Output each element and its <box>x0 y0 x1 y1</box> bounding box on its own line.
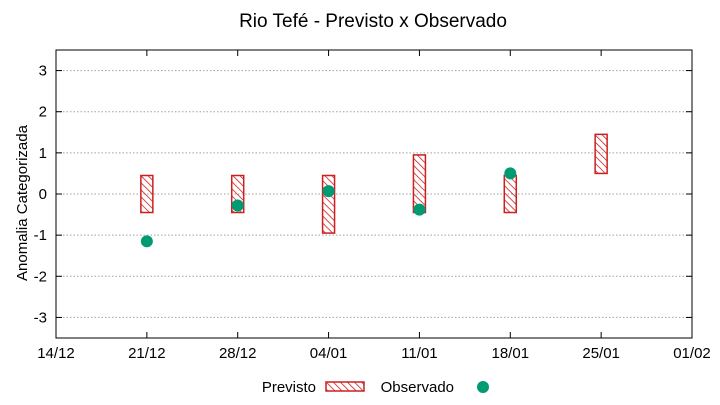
legend-label-previsto: Previsto <box>262 379 316 396</box>
previsto-bar <box>140 174 154 214</box>
x-tick-label: 04/01 <box>310 345 348 362</box>
legend-swatch-previsto <box>325 381 365 392</box>
y-tick-label: 1 <box>39 145 47 162</box>
y-tick-label: 3 <box>39 63 47 80</box>
y-tick-label: -1 <box>34 227 47 244</box>
x-tick-label: 18/01 <box>492 345 530 362</box>
x-tick-label: 25/01 <box>582 345 620 362</box>
x-tick-label: 28/12 <box>219 345 257 362</box>
observado-point <box>140 235 153 248</box>
x-tick-label: 14/12 <box>37 345 75 362</box>
observado-points <box>140 167 517 248</box>
x-tick-label: 21/12 <box>128 345 166 362</box>
observado-point <box>231 199 244 212</box>
previsto-bars <box>140 133 608 234</box>
y-axis-label: Anomalia Categorizada <box>14 124 31 281</box>
chart-title: Rio Tefé - Previsto x Observado <box>239 11 507 32</box>
legend: Previsto Observado <box>262 379 489 396</box>
previsto-bar <box>594 133 608 175</box>
previsto-bar <box>503 174 518 214</box>
x-tick-label: 01/02 <box>673 345 711 362</box>
y-tick-label: -3 <box>34 309 47 326</box>
y-tick-label: 2 <box>39 104 47 121</box>
observado-point <box>413 203 426 216</box>
y-tick-label: -2 <box>34 268 47 285</box>
x-axis-ticks: 14/12 21/12 28/12 04/01 11/01 18/01 25/01 01/02 <box>37 50 711 362</box>
previsto-bar <box>321 174 336 234</box>
observado-point <box>322 185 335 198</box>
grid <box>56 70 692 318</box>
observado-point <box>504 167 517 180</box>
legend-label-observado: Observado <box>381 379 454 396</box>
y-tick-label: 0 <box>39 186 47 203</box>
legend-marker-observado <box>477 381 489 393</box>
y-axis-ticks: 3 2 1 0 -1 -2 -3 <box>34 63 692 326</box>
x-tick-label: 11/01 <box>401 345 437 362</box>
